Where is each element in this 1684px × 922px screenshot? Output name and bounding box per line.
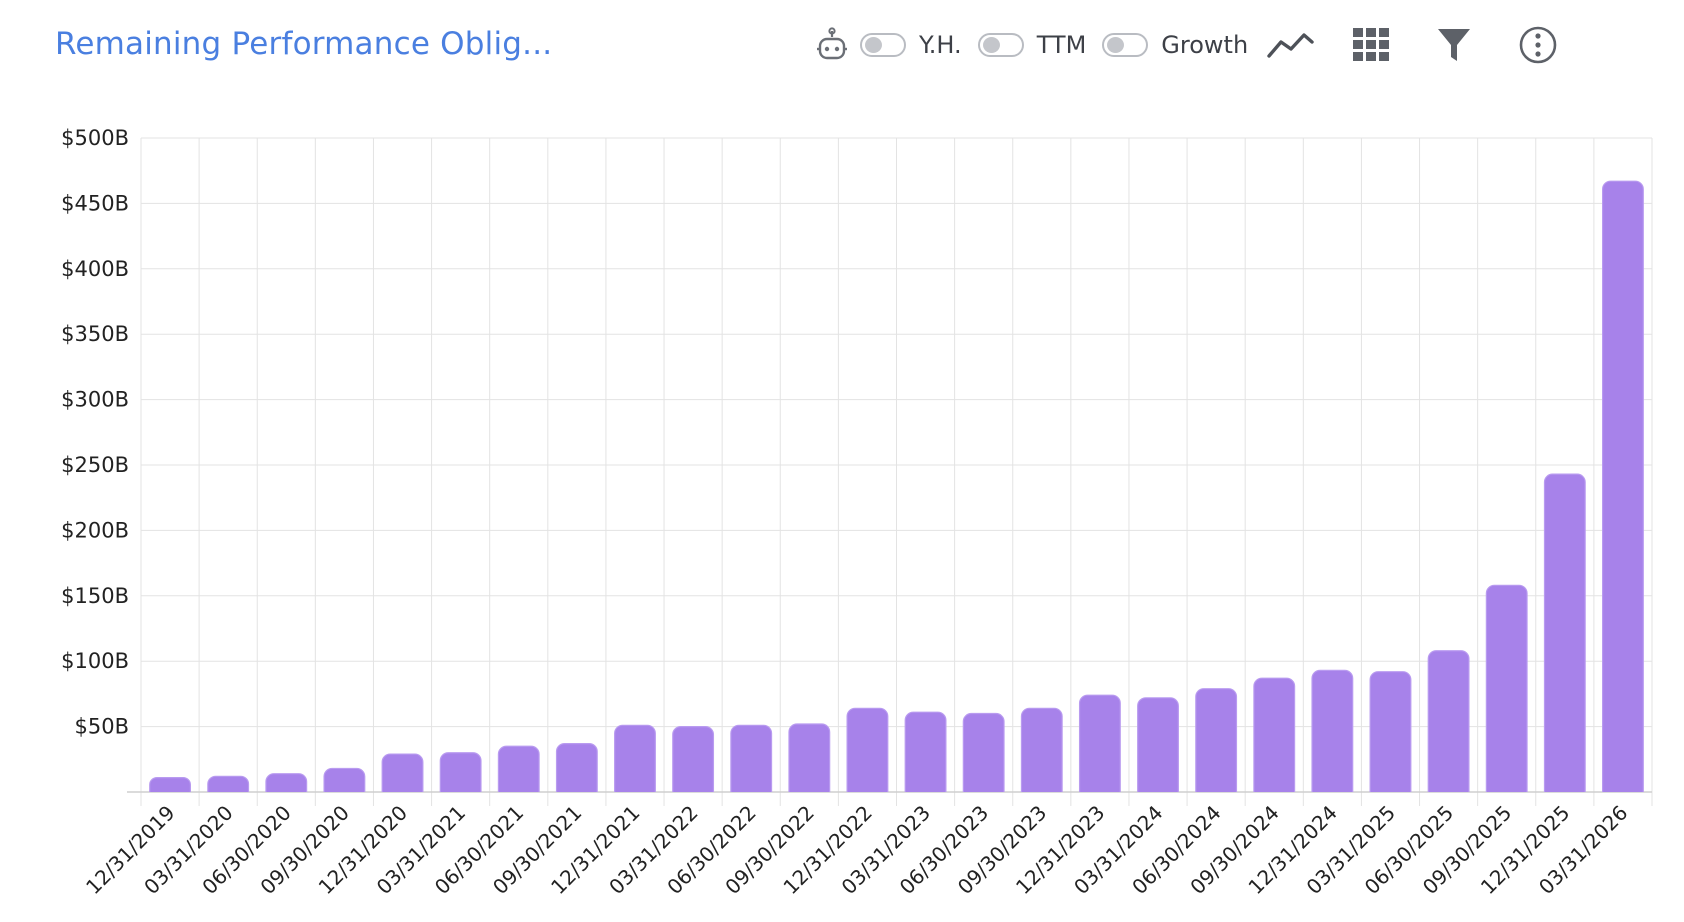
filter-icon[interactable]	[1434, 27, 1474, 63]
bar[interactable]	[323, 767, 366, 800]
bar[interactable]	[381, 753, 424, 800]
y-tick-label: $450B	[61, 191, 129, 215]
bar[interactable]	[1369, 671, 1412, 800]
bar[interactable]	[439, 752, 482, 800]
toggle-knob	[982, 37, 1000, 53]
bar[interactable]	[1078, 694, 1121, 800]
bar[interactable]	[1311, 669, 1354, 800]
bar[interactable]	[1137, 697, 1179, 800]
toggle-growth-label: Growth	[1161, 31, 1249, 59]
bar[interactable]	[730, 724, 773, 800]
bar[interactable]	[1020, 707, 1063, 800]
x-axis-ticks: 12/31/201903/31/202006/30/202009/30/2020…	[81, 801, 1632, 899]
chart-header: Remaining Performance Oblig... Y.H. TTM …	[0, 0, 1684, 92]
bar[interactable]	[1195, 688, 1238, 800]
y-tick-label: $400B	[61, 257, 129, 281]
toggle-growth[interactable]	[1102, 33, 1149, 57]
y-tick-label: $100B	[61, 649, 129, 673]
toggle-yh[interactable]	[860, 33, 906, 57]
toggle-knob	[865, 37, 882, 53]
toggle-yh-label: Y.H.	[919, 31, 962, 59]
bar[interactable]	[1427, 650, 1470, 800]
bar[interactable]	[207, 775, 250, 800]
bar[interactable]	[555, 743, 598, 800]
robot-icon[interactable]	[812, 27, 852, 63]
bar[interactable]	[149, 777, 191, 800]
y-tick-label: $200B	[61, 518, 129, 542]
y-axis-ticks: $50B $100B $150B $200B $250B $300B $350B $400B $…	[61, 126, 129, 739]
line-chart-icon[interactable]	[1264, 30, 1318, 60]
bar[interactable]	[1485, 584, 1528, 800]
bar[interactable]	[1543, 473, 1586, 800]
chart-title[interactable]: Remaining Performance Oblig...	[55, 26, 553, 62]
bar[interactable]	[497, 745, 540, 800]
chart-controls: Y.H. TTM Growth	[812, 22, 1560, 68]
y-tick-label: $150B	[61, 584, 129, 608]
toggle-ttm-label: TTM	[1036, 31, 1087, 59]
more-info-icon[interactable]	[1516, 25, 1560, 65]
bar[interactable]	[672, 726, 715, 800]
grid-icon[interactable]	[1350, 27, 1394, 63]
y-tick-label: $50B	[75, 715, 130, 739]
y-tick-label: $250B	[61, 453, 129, 477]
bar[interactable]	[962, 712, 1005, 800]
bar-chart: $50B $100B $150B $200B $250B $300B $350B $400B $…	[61, 126, 1653, 899]
bar[interactable]	[1602, 180, 1644, 800]
toggle-knob	[1107, 37, 1125, 53]
toggle-ttm[interactable]	[977, 33, 1024, 57]
chart-grid	[127, 137, 1653, 806]
bar[interactable]	[1253, 677, 1296, 800]
bar[interactable]	[265, 773, 308, 800]
y-tick-label: $350B	[61, 322, 129, 346]
y-tick-label: $300B	[61, 388, 129, 412]
bar[interactable]	[904, 711, 947, 800]
chart-bars	[149, 180, 1644, 800]
bar[interactable]	[788, 723, 831, 800]
y-tick-label: $500B	[61, 126, 129, 150]
bar[interactable]	[846, 707, 889, 800]
bar[interactable]	[614, 724, 656, 800]
